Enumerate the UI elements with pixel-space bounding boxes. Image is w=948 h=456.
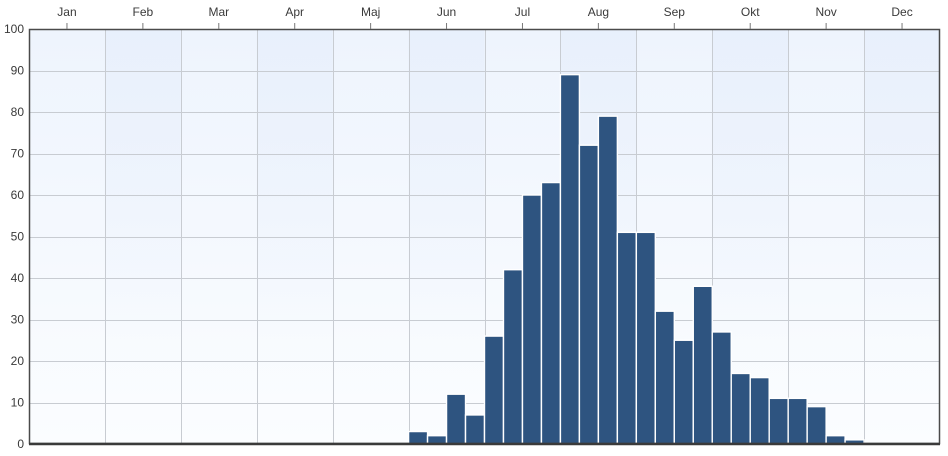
month-band-dec xyxy=(864,29,940,341)
month-label-apr: Apr xyxy=(285,5,304,19)
month-label-okt: Okt xyxy=(741,5,760,19)
month-band-jun xyxy=(408,29,485,341)
month-band-feb xyxy=(104,29,181,341)
y-tick-label-10: 10 xyxy=(11,396,25,410)
bar-week-36 xyxy=(692,285,713,445)
y-tick-label-0: 0 xyxy=(17,437,24,451)
bar-week-40 xyxy=(768,397,789,445)
y-tick-label-90: 90 xyxy=(11,64,25,78)
month-label-jan: Jan xyxy=(57,5,76,19)
y-tick-label-30: 30 xyxy=(11,313,25,327)
bar-week-26 xyxy=(502,269,524,445)
month-label-jun: Jun xyxy=(437,5,456,19)
month-band-okt xyxy=(712,29,789,341)
bar-week-29 xyxy=(559,73,581,445)
bar-week-27 xyxy=(521,194,543,445)
month-label-mar: Mar xyxy=(208,5,229,19)
month-label-dec: Dec xyxy=(891,5,912,19)
bar-week-25 xyxy=(483,335,505,445)
bar-week-41 xyxy=(787,397,808,445)
y-tick-label-40: 40 xyxy=(11,271,25,285)
bar-week-21 xyxy=(407,430,429,445)
y-tick-label-70: 70 xyxy=(11,147,25,161)
month-label-maj: Maj xyxy=(361,5,380,19)
y-tick-label-50: 50 xyxy=(11,230,25,244)
bar-week-32 xyxy=(616,231,638,445)
bar-week-23 xyxy=(445,393,467,445)
month-label-feb: Feb xyxy=(133,5,154,19)
month-band-apr xyxy=(256,29,333,341)
month-label-jul: Jul xyxy=(515,5,530,19)
bar-week-37 xyxy=(711,331,732,445)
y-tick-label-80: 80 xyxy=(11,105,25,119)
bar-week-42 xyxy=(806,405,827,445)
bar-week-39 xyxy=(749,376,770,445)
y-tick-label-20: 20 xyxy=(11,354,25,368)
y-tick-label-60: 60 xyxy=(11,188,25,202)
bar-week-31 xyxy=(597,115,619,445)
bar-week-24 xyxy=(464,414,486,445)
month-label-sep: Sep xyxy=(664,5,686,19)
bar-week-34 xyxy=(654,310,675,445)
bar-week-33 xyxy=(635,231,657,445)
month-label-nov: Nov xyxy=(815,5,836,19)
bar-week-28 xyxy=(540,181,562,445)
y-tick-label-100: 100 xyxy=(4,22,24,36)
bar-week-38 xyxy=(730,372,751,445)
bar-week-35 xyxy=(673,339,694,445)
bar-week-30 xyxy=(578,144,600,445)
month-label-aug: Aug xyxy=(588,5,609,19)
